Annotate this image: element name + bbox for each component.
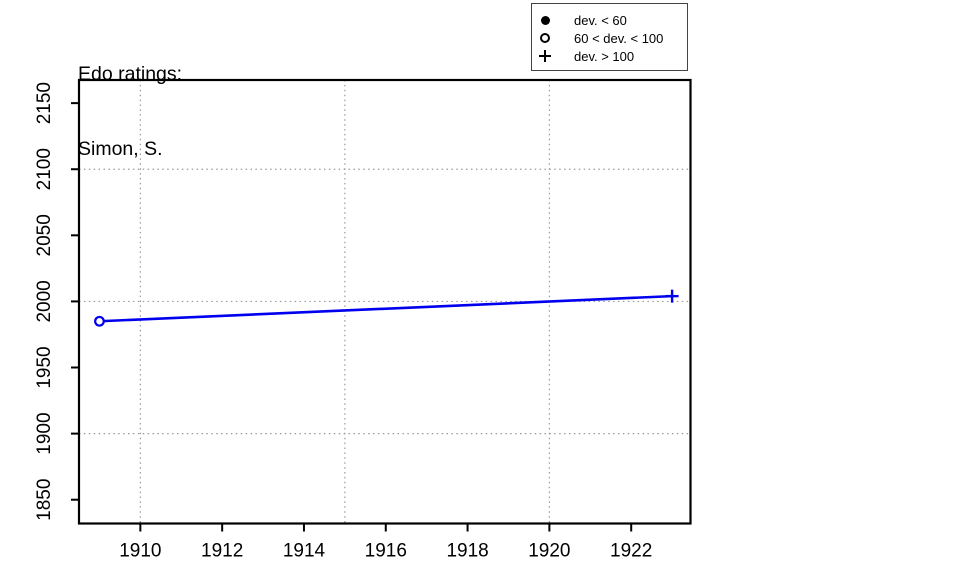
y-axis-tick-label: 1850 xyxy=(34,479,55,521)
open-circle-icon xyxy=(540,33,550,43)
x-axis-tick-label: 1922 xyxy=(610,541,652,562)
plus-icon xyxy=(539,50,551,62)
y-axis-tick-label: 2150 xyxy=(34,82,55,124)
series-line xyxy=(99,294,673,323)
legend-row-dev-60-100: 60 < dev. < 100 xyxy=(532,29,687,47)
legend-symbol-cell xyxy=(532,33,558,43)
x-axis-tick-label: 1914 xyxy=(283,541,326,562)
x-axis-tick-label: 1916 xyxy=(365,541,407,562)
y-axis-tick-label: 1950 xyxy=(34,346,55,388)
chart-title-line2: Simon, S. xyxy=(78,138,163,160)
x-axis-tick-label: 1920 xyxy=(528,541,570,562)
x-axis-tick-label: 1918 xyxy=(446,541,488,562)
legend-symbol-cell xyxy=(532,15,558,25)
x-axis-tick-label: 1912 xyxy=(201,541,243,562)
legend-row-dev-gt-100: dev. > 100 xyxy=(532,47,687,65)
y-axis-tick-label: 1900 xyxy=(34,412,55,454)
legend-label: dev. > 100 xyxy=(574,48,635,64)
legend-symbol-cell xyxy=(532,50,558,62)
y-axis-tick-label: 2100 xyxy=(34,148,55,190)
filled-circle-icon xyxy=(540,15,550,25)
legend-box: dev. < 60 60 < dev. < 100 dev. > 100 xyxy=(531,3,688,71)
x-axis-tick-label: 1910 xyxy=(119,541,161,562)
y-axis-tick-label: 2050 xyxy=(34,214,55,256)
legend-row-dev-lt-60: dev. < 60 xyxy=(532,11,687,29)
legend-label: dev. < 60 xyxy=(574,12,627,28)
plot-frame xyxy=(77,78,692,525)
data-point-open-circle xyxy=(94,315,105,327)
y-axis-tick-label: 2000 xyxy=(34,280,55,322)
legend-label: 60 < dev. < 100 xyxy=(574,30,664,46)
